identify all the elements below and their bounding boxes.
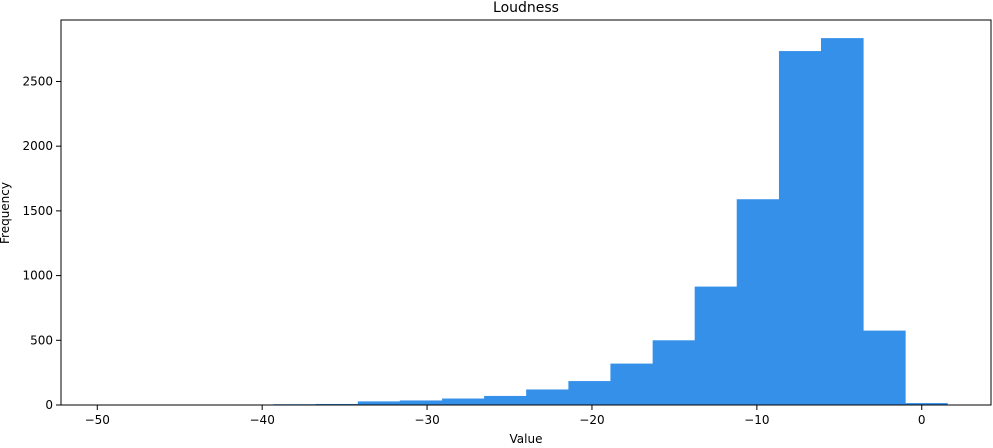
histogram-bar bbox=[695, 287, 737, 405]
histogram-bar bbox=[526, 389, 569, 405]
histogram-bar bbox=[653, 340, 695, 405]
histogram-bar bbox=[610, 364, 653, 405]
y-axis-ticks: 0 500 1000 1500 2000 2500 bbox=[22, 74, 61, 412]
bars-layer bbox=[105, 38, 948, 405]
x-axis-ticks: −50 −40 −30 −20 −10 0 bbox=[85, 405, 926, 427]
y-tick-label: 1000 bbox=[22, 269, 53, 283]
y-tick-label: 500 bbox=[30, 333, 53, 347]
x-tick-label: −40 bbox=[250, 413, 275, 427]
x-tick-label: 0 bbox=[918, 413, 926, 427]
histogram-bar bbox=[442, 399, 484, 405]
x-tick-label: −20 bbox=[579, 413, 604, 427]
y-axis-label: Frequency bbox=[0, 182, 12, 244]
x-tick-label: −50 bbox=[85, 413, 110, 427]
histogram-bar bbox=[358, 401, 400, 405]
histogram-bar bbox=[821, 38, 864, 405]
histogram-bar bbox=[779, 51, 821, 405]
y-tick-label: 2500 bbox=[22, 74, 53, 88]
histogram-bar bbox=[568, 381, 610, 405]
x-axis-label: Value bbox=[510, 432, 543, 443]
chart-title: Loudness bbox=[493, 0, 559, 16]
histogram-bar bbox=[484, 396, 526, 405]
y-tick-label: 2000 bbox=[22, 139, 53, 153]
histogram-bar bbox=[737, 199, 780, 405]
histogram-bar bbox=[400, 400, 443, 405]
y-tick-label: 1500 bbox=[22, 204, 53, 218]
y-tick-label: 0 bbox=[45, 398, 53, 412]
histogram-bar bbox=[863, 331, 905, 405]
x-tick-label: −30 bbox=[414, 413, 439, 427]
x-tick-label: −10 bbox=[744, 413, 769, 427]
